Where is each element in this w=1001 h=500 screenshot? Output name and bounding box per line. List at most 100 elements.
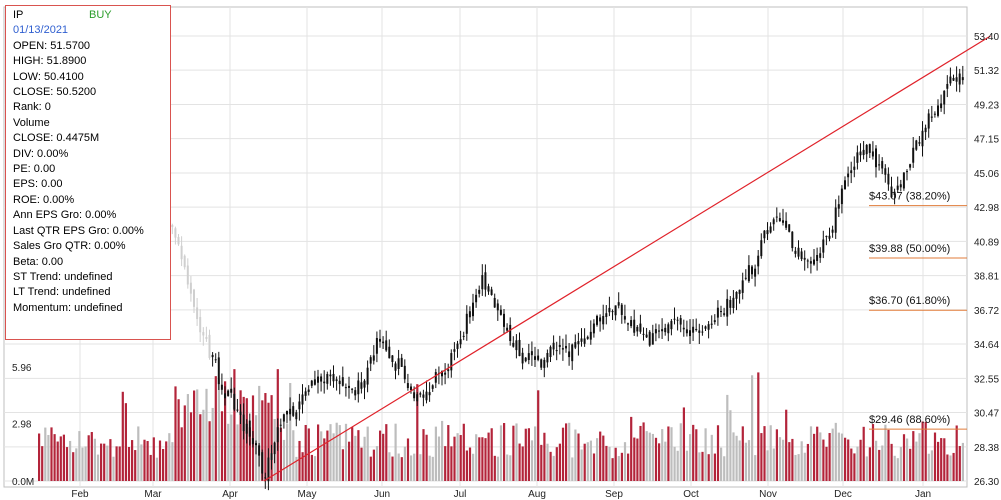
candle-body [298, 401, 301, 410]
info-line: LT Trend: undefined [13, 286, 111, 299]
volume-bar [118, 446, 121, 481]
volume-bar [561, 427, 565, 481]
candle-body [372, 355, 375, 361]
volume-bar [475, 434, 478, 481]
volume-bar [134, 450, 137, 481]
candle-body [394, 363, 397, 371]
volume-bar [695, 429, 698, 481]
volume-bar [459, 435, 462, 481]
volume-bar [115, 446, 118, 481]
fib-label: $43.07 (38.20%) [869, 191, 950, 203]
candle-body [651, 333, 654, 345]
candle-body [363, 380, 366, 388]
candle-body [902, 172, 905, 189]
volume-bar [862, 426, 865, 481]
volume-bar [723, 456, 726, 481]
candle-body [546, 352, 549, 363]
candle-body [549, 346, 552, 358]
volume-bar [871, 424, 875, 481]
candle-body [893, 191, 896, 196]
price-tick-label: 32.55 [974, 374, 999, 385]
volume-bar [62, 434, 65, 481]
volume-bar [196, 389, 199, 481]
volume-bar [623, 442, 627, 481]
candle-body [292, 406, 295, 416]
candle-body [940, 103, 943, 109]
volume-bar [865, 456, 868, 481]
volume-bar [927, 453, 930, 481]
candle-body [630, 320, 633, 327]
volume-bar [654, 437, 658, 481]
candle-body [481, 275, 484, 290]
candle-body [642, 333, 645, 335]
candle-body [667, 324, 670, 334]
volume-bar [90, 432, 93, 481]
volume-bar [772, 448, 775, 481]
volume-bar [220, 411, 224, 481]
volume-bar [661, 429, 664, 481]
signal-badge: BUY [89, 9, 112, 21]
candle-body [224, 393, 226, 399]
volume-bar [456, 433, 459, 481]
trend-line-segment [263, 35, 991, 482]
candle-body [816, 254, 819, 261]
month-label: May [298, 489, 317, 500]
volume-bar [258, 385, 261, 481]
volume-bar [859, 439, 862, 481]
candle-body [279, 424, 282, 426]
candle-body [840, 188, 843, 205]
candle-body [924, 127, 927, 133]
candle-body [515, 340, 518, 351]
candle-body [856, 152, 859, 163]
volume-bar [100, 443, 103, 481]
quote-date: 01/13/2021 [13, 24, 69, 37]
volume-bar [667, 426, 670, 481]
candle-body [744, 277, 747, 279]
volume-bar [763, 426, 766, 481]
volume-bar [493, 455, 496, 481]
volume-bar [490, 428, 493, 481]
candle-body [369, 357, 372, 364]
candle-body [692, 326, 695, 333]
volume-bar [72, 452, 75, 481]
volume-bar [620, 452, 623, 481]
volume-bar [478, 437, 481, 481]
candle-body [537, 355, 540, 360]
volume-bar [248, 427, 251, 481]
volume-bar [295, 456, 298, 481]
candle-body [310, 380, 313, 386]
candle-body [208, 334, 211, 358]
candle-body [738, 289, 741, 294]
candle-body [499, 309, 502, 315]
volume-bar [140, 444, 143, 481]
volume-bar [394, 423, 397, 481]
volume-bar [766, 450, 769, 481]
candle-body [912, 147, 915, 163]
candle-body [760, 240, 763, 257]
info-line: EPS: 0.00 [13, 178, 63, 191]
volume-bar [707, 454, 710, 481]
volume-bar [565, 423, 568, 481]
volume-bar [437, 436, 441, 481]
volume-bar [379, 430, 382, 481]
volume-bar [310, 454, 313, 481]
volume-bar [112, 456, 115, 481]
volume-bar [952, 452, 955, 481]
candle-body [465, 313, 468, 334]
volume-bar [481, 437, 484, 481]
volume-bar [754, 455, 757, 481]
volume-bar [441, 420, 444, 481]
volume-bar [710, 434, 713, 481]
volume-bar [840, 433, 844, 481]
candle-body [341, 377, 344, 386]
month-label: Apr [222, 489, 238, 500]
candle-body [747, 265, 750, 282]
candle-body [772, 219, 775, 225]
candle-body [571, 344, 574, 362]
candle-body [716, 307, 719, 318]
volume-bar [937, 441, 940, 481]
volume-bar [75, 448, 78, 481]
candle-body [803, 257, 806, 260]
volume-bar [534, 426, 537, 481]
volume-bar [348, 441, 351, 481]
